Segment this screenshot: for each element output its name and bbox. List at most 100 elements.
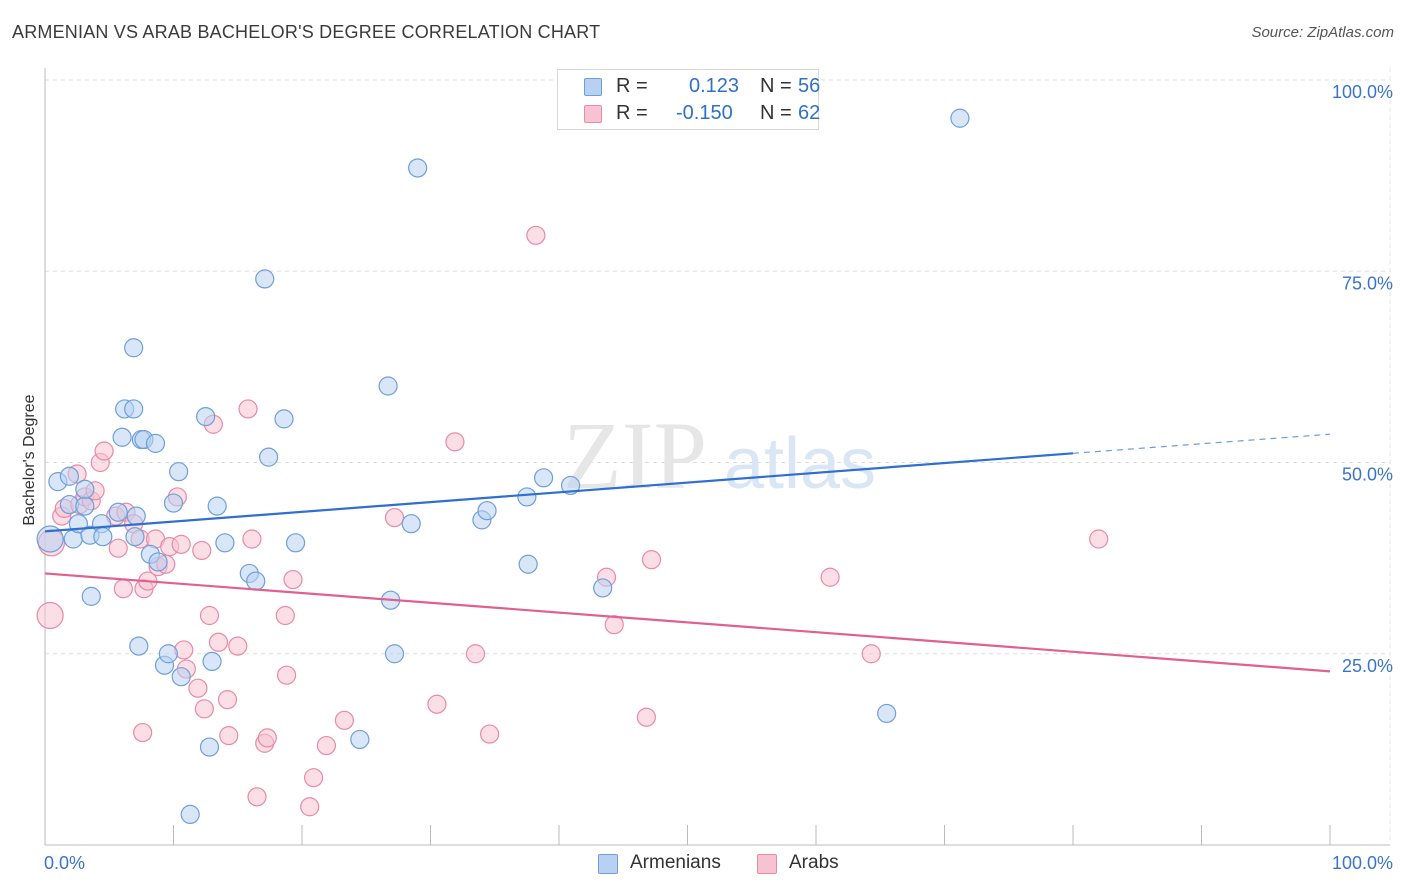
arab-point: [247, 787, 267, 807]
armenian-point: [129, 636, 149, 656]
armenian-point: [246, 571, 266, 591]
armenian-point: [477, 501, 497, 521]
arab-point: [300, 797, 320, 817]
y-tick-label: 25.0%: [1342, 656, 1393, 676]
arab-point: [188, 678, 208, 698]
x-tick-label: 100.0%: [1332, 853, 1393, 873]
y-tick-label: 75.0%: [1342, 273, 1393, 293]
armenian-point: [593, 578, 613, 598]
armenian-point: [258, 447, 279, 467]
armenian-point: [518, 554, 538, 574]
legend-r-label: R =: [616, 102, 648, 124]
armenian-point: [124, 338, 144, 358]
armenian-point: [126, 506, 146, 526]
armenian-point: [148, 552, 168, 572]
arab-point: [1089, 529, 1109, 549]
legend-r-value-arabs: -0.150: [676, 102, 733, 124]
arab-point: [228, 636, 248, 656]
armenian-point: [285, 533, 306, 553]
arab-point: [257, 728, 277, 748]
legend-swatch-armenians: [584, 78, 602, 96]
armenian-point: [202, 651, 222, 672]
y-tick-label: 50.0%: [1342, 465, 1393, 485]
arab-point: [208, 632, 229, 652]
source-label: Source: ZipAtlas.com: [1251, 24, 1394, 41]
legend-label-armenians: Armenians: [630, 852, 721, 873]
armenian-point: [196, 407, 216, 427]
arab-point: [113, 579, 133, 599]
arab-point: [641, 550, 662, 570]
legend-swatch-arabs: [584, 105, 602, 123]
arab-point: [217, 690, 238, 710]
armenian-point: [274, 409, 294, 429]
arab-point: [861, 644, 881, 664]
armenian-point: [125, 527, 145, 547]
armenian-point: [93, 527, 113, 547]
trend-lines: [44, 433, 1331, 673]
arab-point: [303, 768, 324, 788]
arab-point: [636, 707, 656, 727]
armenian-point: [81, 586, 101, 606]
tick-labels: 25.0% 50.0% 75.0% 100.0% 0.0% 100.0%: [44, 82, 1393, 873]
arab-point: [275, 605, 295, 626]
trend-line-arabs: [44, 572, 1331, 673]
armenian-point: [112, 427, 132, 447]
armenian-point: [75, 479, 95, 499]
armenian-point: [36, 525, 64, 553]
legend-r-label: R =: [616, 75, 648, 97]
legend-n-label: N =: [760, 102, 792, 124]
armenian-point: [408, 158, 428, 178]
armenian-point: [207, 496, 227, 516]
armenian-point: [180, 804, 200, 825]
arab-point: [133, 722, 153, 743]
arab-point: [526, 225, 546, 245]
trend-line-armenians-extension: [1072, 433, 1331, 454]
series-arabs: [36, 225, 1109, 817]
watermark-atlas: atlas: [724, 424, 876, 504]
legend-label-arabs: Arabs: [789, 852, 839, 873]
arab-point: [36, 601, 64, 630]
arab-point: [820, 567, 840, 587]
arab-point: [465, 644, 486, 664]
armenian-point: [199, 737, 220, 757]
arab-point: [242, 529, 262, 549]
arab-point: [384, 507, 405, 528]
arab-point: [219, 726, 239, 746]
arab-point: [238, 399, 258, 419]
arab-point: [194, 699, 214, 719]
armenian-point: [384, 644, 405, 664]
armenian-point: [401, 514, 421, 534]
armenian-point: [215, 533, 235, 553]
trend-line-armenians: [44, 452, 1074, 533]
watermark: ZIP atlas: [563, 402, 876, 509]
armenian-point: [877, 703, 897, 724]
series-armenians: [36, 108, 970, 825]
arab-point: [445, 432, 465, 452]
arab-point: [427, 694, 447, 714]
arab-point: [334, 710, 355, 730]
armenian-point: [108, 502, 128, 522]
watermark-zip: ZIP: [563, 402, 707, 509]
armenian-point: [158, 644, 178, 664]
armenian-point: [163, 493, 184, 513]
arab-point: [283, 569, 303, 590]
armenian-point: [255, 269, 275, 289]
legend-r-value-armenians: 0.123: [689, 75, 740, 97]
armenian-point: [59, 466, 80, 486]
arab-point: [276, 665, 297, 685]
armenian-point: [171, 667, 191, 687]
armenian-point: [145, 433, 166, 453]
arab-point: [604, 615, 624, 635]
armenian-point: [517, 487, 537, 507]
arab-point: [94, 441, 114, 461]
axes: [44, 68, 1391, 846]
armenian-point: [124, 399, 144, 419]
arab-point: [316, 735, 337, 756]
armenian-point: [169, 462, 189, 482]
armenian-point: [350, 729, 370, 750]
x-tick-label: 0.0%: [44, 853, 85, 873]
chart-title: ARMENIAN VS ARAB BACHELOR'S DEGREE CORRE…: [12, 22, 601, 42]
legend-swatch-armenians: [598, 854, 618, 874]
arab-point: [108, 538, 128, 558]
